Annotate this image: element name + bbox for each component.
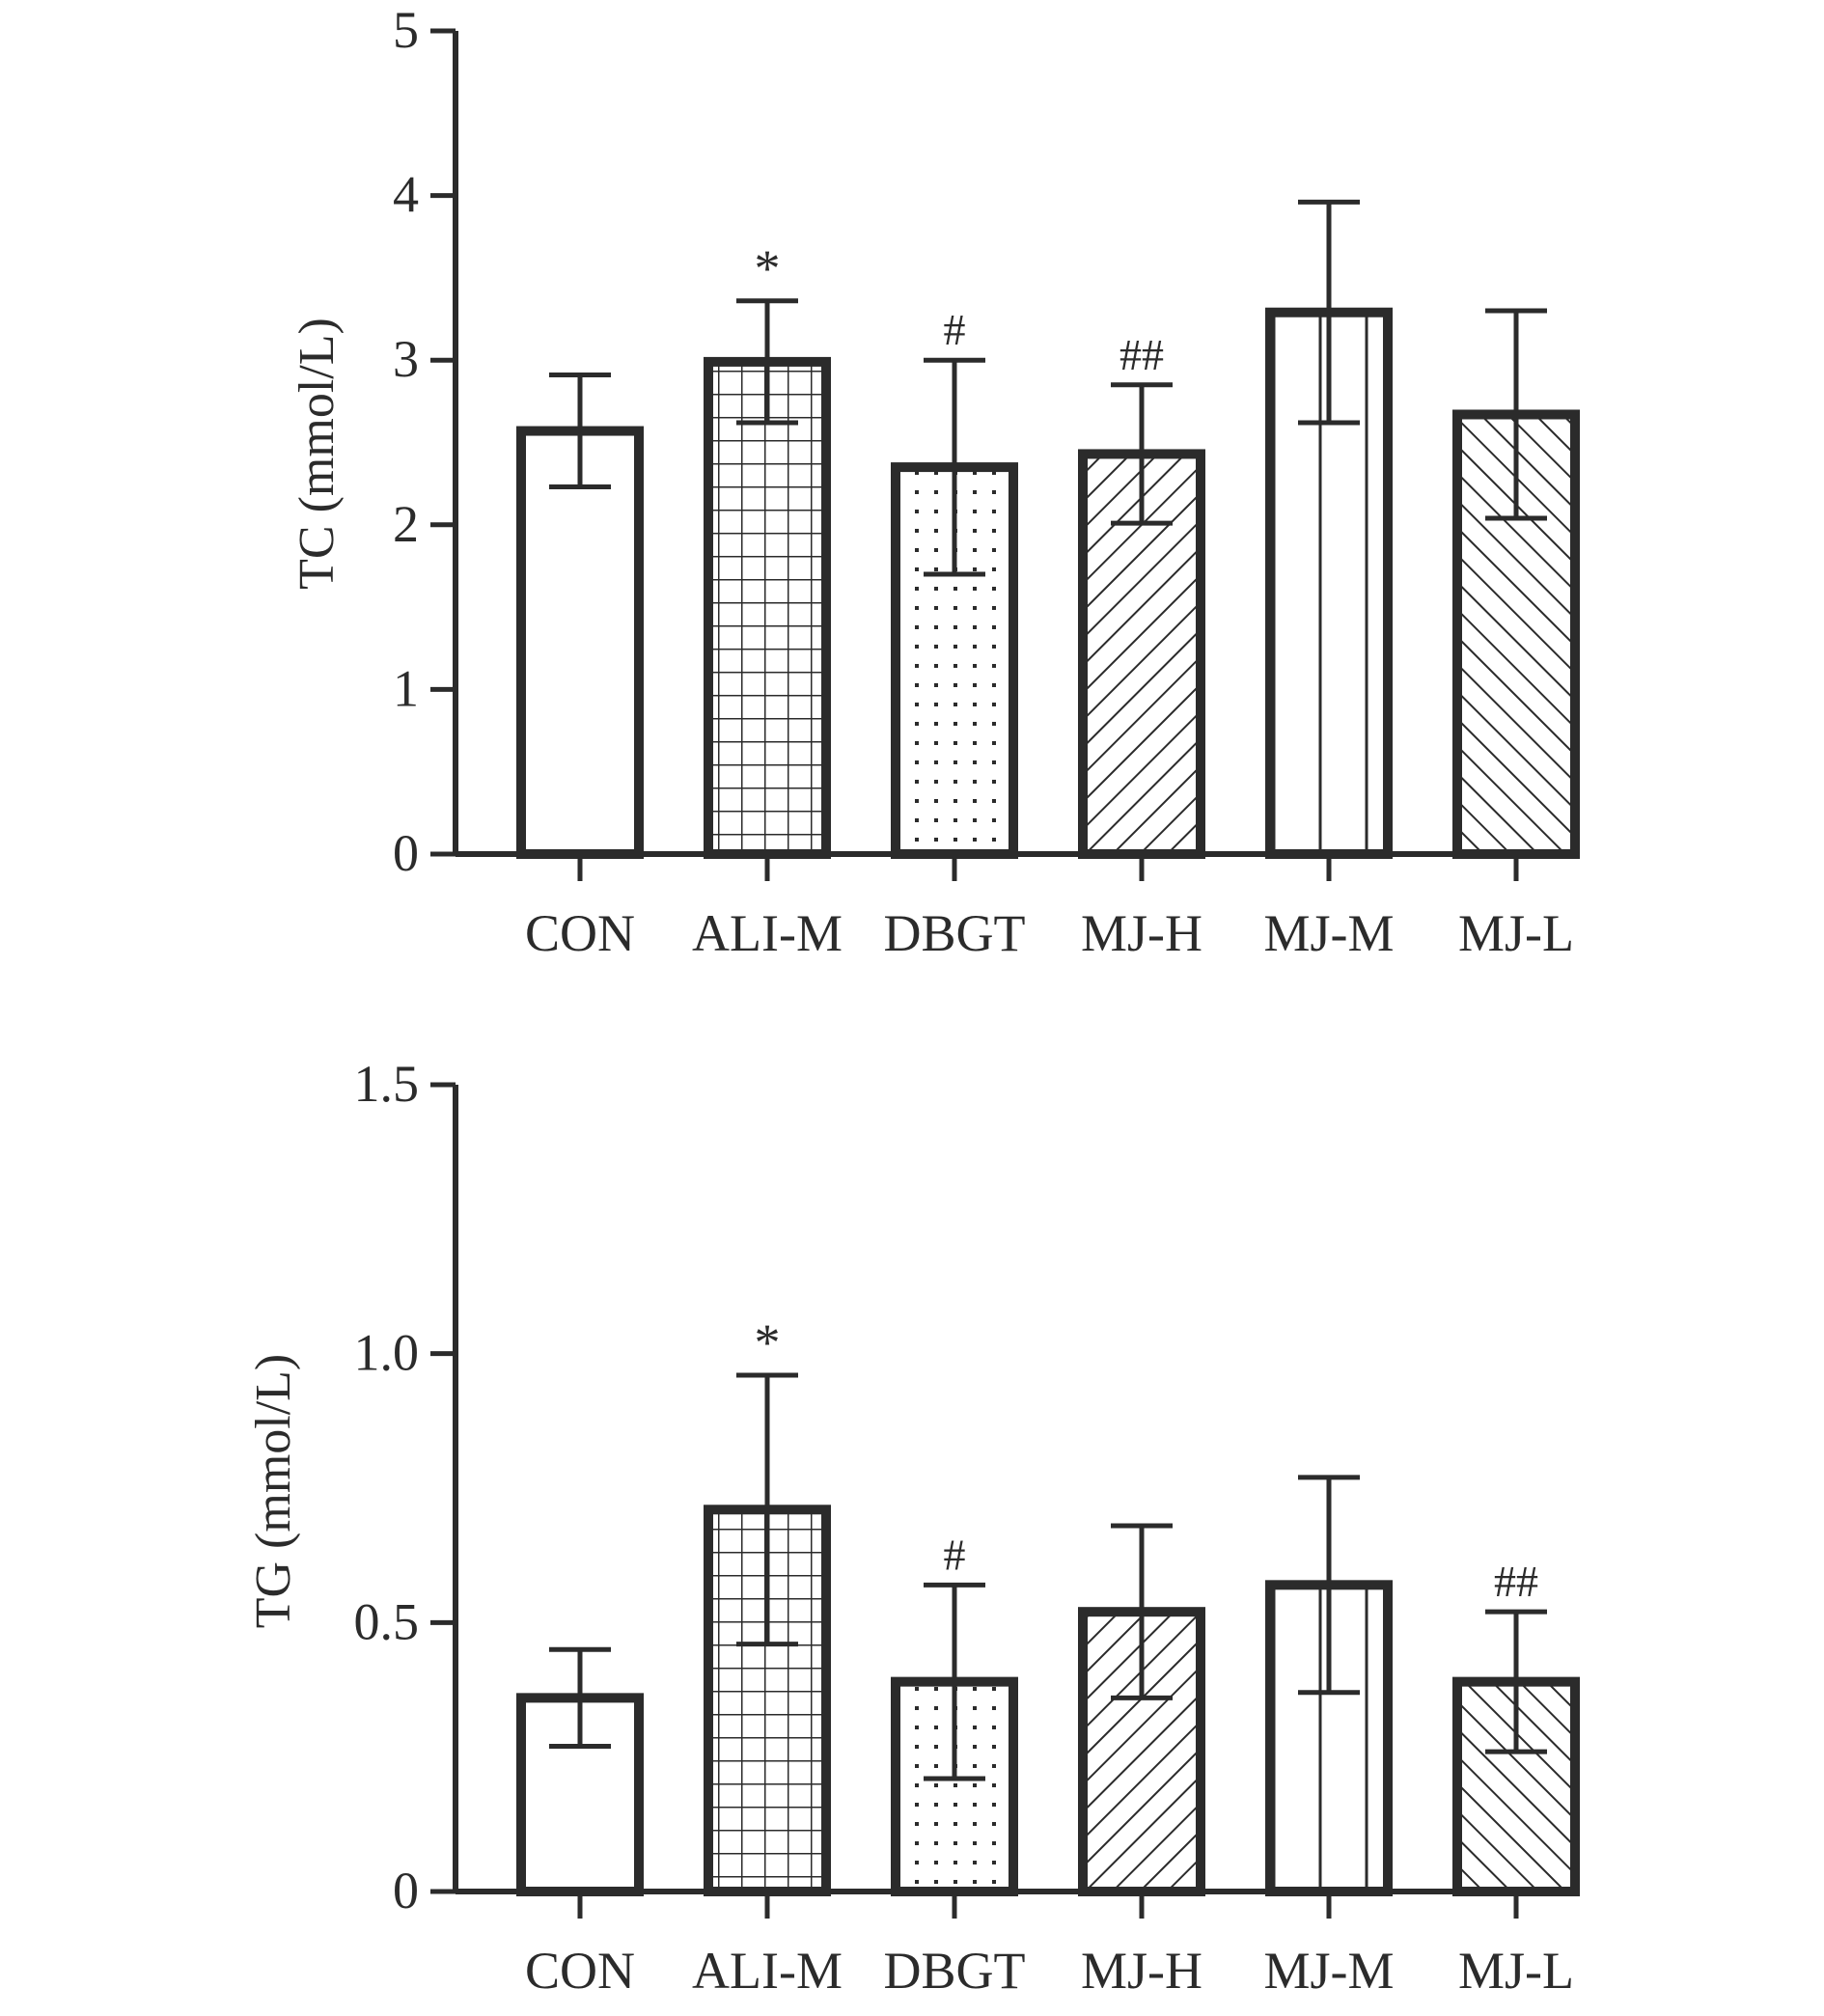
x-tick-label: MJ-H — [1081, 904, 1202, 962]
y-tick-label: 0 — [393, 824, 419, 882]
error-bar — [1298, 1475, 1360, 1696]
error-bar — [736, 298, 798, 426]
x-tick-label: CON — [525, 1942, 635, 2000]
x-tick-label: CON — [525, 904, 635, 962]
x-tick-label: DBGT — [884, 1942, 1026, 2000]
error-bar — [549, 373, 611, 490]
y-axis-label: TG (mmol/L) — [246, 1354, 301, 1629]
y-tick-label: 0 — [393, 1862, 419, 1919]
y-tick-label: 0.5 — [354, 1592, 420, 1650]
y-tick-label: 1.0 — [354, 1324, 420, 1382]
error-bar — [1485, 308, 1547, 521]
tg-bar-chart: TG (mmol/L) CON * ALI-M # DBGT MJ-H MJ-M ## MJ-L… — [246, 1055, 1580, 2000]
bar-CON — [516, 426, 644, 859]
x-tick-label: MJ-L — [1458, 1942, 1574, 2000]
bar-MJ-H — [1078, 1607, 1205, 1896]
significance-mark: * — [755, 1313, 781, 1371]
tc-bar-chart: TC (mmol/L) CON * ALI-M # DBGT ## MJ-H MJ-M MJ-L… — [290, 1, 1580, 962]
error-bar — [549, 1646, 611, 1750]
error-bar — [1298, 199, 1360, 426]
bar-rect — [516, 426, 644, 859]
x-tick-label: ALI-M — [692, 1942, 843, 2000]
bar-DBGT — [891, 1676, 1018, 1897]
significance-mark: ## — [1494, 1557, 1538, 1606]
x-tick-label: MJ-M — [1263, 1942, 1394, 2000]
error-bar — [1485, 1609, 1547, 1754]
y-tick-label: 3 — [393, 330, 419, 388]
error-bar — [1111, 382, 1173, 526]
significance-mark: # — [944, 305, 966, 354]
y-tick-label: 4 — [393, 166, 419, 224]
significance-mark: # — [944, 1530, 966, 1579]
error-bar — [924, 1582, 985, 1781]
error-bar — [736, 1372, 798, 1647]
y-tick-label: 5 — [393, 1, 419, 59]
significance-mark: * — [755, 239, 781, 297]
x-tick-label: MJ-L — [1458, 904, 1574, 962]
significance-mark: ## — [1119, 330, 1164, 379]
y-tick-label: 1 — [393, 659, 419, 717]
y-tick-label: 1.5 — [354, 1055, 420, 1113]
y-tick-label: 2 — [393, 495, 419, 553]
x-tick-label: MJ-M — [1263, 904, 1394, 962]
error-bar — [1111, 1523, 1173, 1700]
x-tick-label: ALI-M — [692, 904, 843, 962]
y-axis-label: TC (mmol/L) — [290, 318, 345, 590]
error-bar — [924, 357, 985, 577]
bar-ALI-M — [704, 356, 831, 859]
x-tick-label: DBGT — [884, 904, 1026, 962]
x-tick-label: MJ-H — [1081, 1942, 1202, 2000]
bar-rect — [704, 356, 831, 859]
